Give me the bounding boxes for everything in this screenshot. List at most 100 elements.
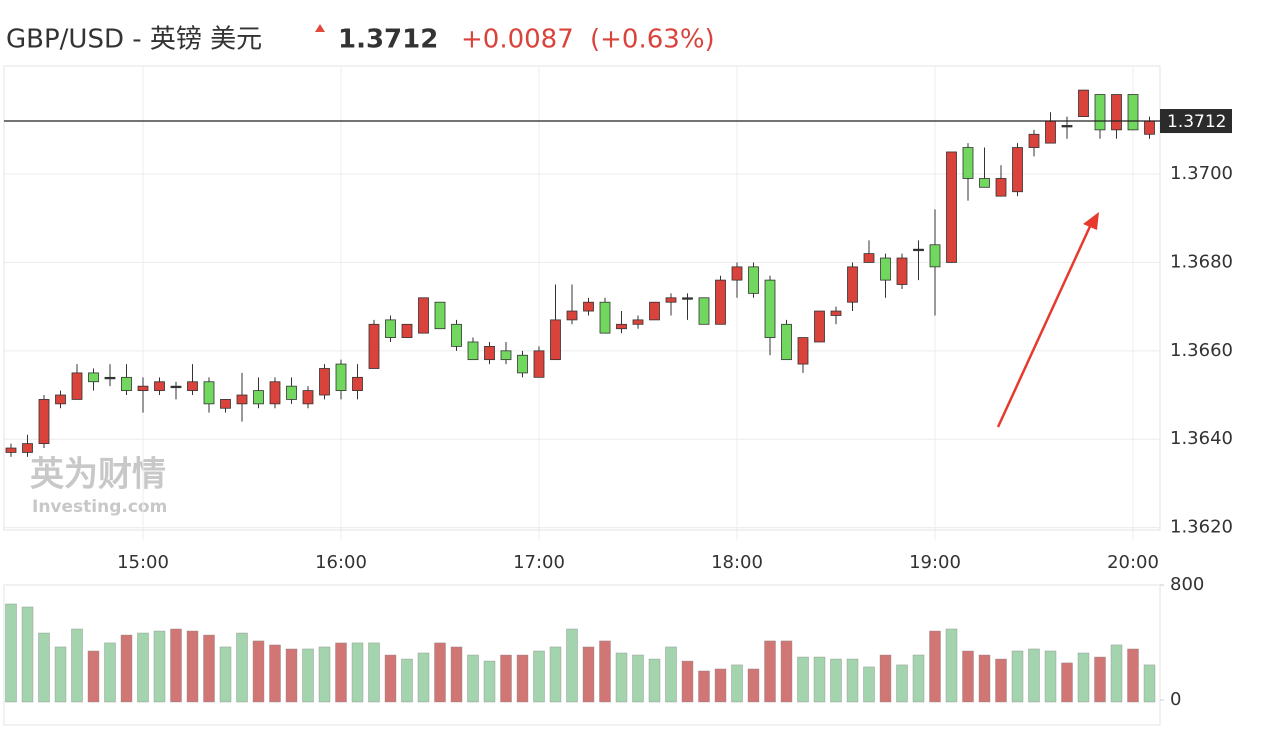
volume-bar <box>516 654 529 703</box>
volume-bar <box>87 650 100 703</box>
volume-bar <box>1061 662 1073 703</box>
candle-body <box>269 381 281 405</box>
volume-bar <box>879 654 892 703</box>
candle-body <box>979 178 990 188</box>
volume-bar <box>219 646 232 703</box>
volume-bar <box>269 644 281 703</box>
candle-body <box>253 390 264 405</box>
volume-bar <box>929 630 941 703</box>
volume-bar <box>945 628 958 703</box>
x-tick-label: 18:00 <box>711 552 763 573</box>
candle-body <box>1144 120 1155 135</box>
candle-body <box>929 244 941 268</box>
candle-body <box>335 363 347 391</box>
candle-body <box>1028 133 1040 148</box>
volume-bar <box>846 658 859 703</box>
candle-body <box>22 443 33 453</box>
volume-bar <box>962 650 974 703</box>
candle-body <box>104 376 116 380</box>
candle-body <box>797 337 809 365</box>
y-tick-label: 1.3680 <box>1170 251 1233 272</box>
candle-body <box>302 390 314 405</box>
volume-bar <box>5 603 17 703</box>
volume-bar <box>483 660 496 703</box>
candle-body <box>962 147 974 179</box>
volume-bar <box>38 632 50 703</box>
candle-body <box>533 350 545 378</box>
chart-title: GBP/USD - 英镑 美元 <box>6 25 262 55</box>
plot-layer: 1.3620 1.3640 1.3660 1.3680 1.3700 15:00 16:00… <box>4 66 1233 710</box>
volume-bar <box>780 640 793 703</box>
candle-body <box>715 279 726 325</box>
candle-body <box>995 178 1007 197</box>
candle-body <box>451 323 462 347</box>
volume-bar <box>599 640 611 703</box>
annotation-arrow <box>996 221 1094 428</box>
candle-body <box>682 297 693 300</box>
volume-bar <box>417 652 430 703</box>
volume-frame <box>3 584 1161 726</box>
volume-bar <box>384 654 397 703</box>
volume-bar <box>747 668 760 703</box>
volume-bar <box>797 656 809 703</box>
volume-bar <box>252 640 265 703</box>
candle-body <box>154 381 165 391</box>
candle-body <box>946 151 957 263</box>
y-tick-label: 0 <box>1170 689 1181 710</box>
candle-body <box>88 372 99 383</box>
candle-body <box>5 447 17 453</box>
volume-bar <box>681 660 694 703</box>
price-change-pct: (+0.63%) <box>590 25 715 55</box>
annotation-arrowhead <box>1083 212 1099 230</box>
candle-body <box>385 319 396 338</box>
candle-body <box>781 323 792 361</box>
candle-body <box>71 372 83 400</box>
candle-body <box>566 310 578 321</box>
volume-bar <box>368 642 380 703</box>
volume-bar <box>731 664 743 703</box>
candle-body <box>467 341 479 361</box>
volume-bar <box>318 646 331 703</box>
candle-body <box>863 253 875 263</box>
candle-body <box>764 279 776 338</box>
y-tick-label: 1.3620 <box>1170 517 1233 538</box>
volume-bar <box>203 634 215 703</box>
volume-bar <box>863 666 875 703</box>
candle-body <box>137 385 149 391</box>
candle-body <box>203 381 215 405</box>
candle-body <box>170 385 182 389</box>
candle-body <box>1078 89 1089 118</box>
volume-bar <box>1044 650 1057 703</box>
candle-body <box>731 266 743 281</box>
candle-body <box>698 297 710 325</box>
volume-bar <box>582 646 595 703</box>
last-price: 1.3712 <box>338 25 438 55</box>
last-price-label: 1.3712 <box>1167 112 1226 132</box>
volume-bar <box>566 628 578 703</box>
candle-body <box>616 323 627 330</box>
candle-body <box>500 350 512 361</box>
volume-bar <box>236 632 248 703</box>
x-tick-label: 17:00 <box>513 552 565 573</box>
candle-body <box>847 266 858 303</box>
candle-body <box>583 301 594 312</box>
volume-bar <box>104 642 116 703</box>
volume-bar <box>285 648 298 703</box>
candle-body <box>484 345 495 361</box>
volume-bar <box>170 628 182 703</box>
candle-body <box>632 319 644 325</box>
volume-bar <box>137 632 149 703</box>
volume-bar <box>648 658 661 703</box>
volume-bar <box>1127 648 1139 703</box>
volume-bar <box>71 628 83 703</box>
candle-body <box>401 323 413 338</box>
y-tick-label: 1.3660 <box>1170 340 1233 361</box>
candle-body <box>1111 94 1122 131</box>
candle-body <box>1127 94 1139 131</box>
volume-bar <box>1011 650 1024 703</box>
candle-body <box>286 385 297 400</box>
volume-bar <box>401 658 413 703</box>
volume-bar <box>665 646 677 703</box>
